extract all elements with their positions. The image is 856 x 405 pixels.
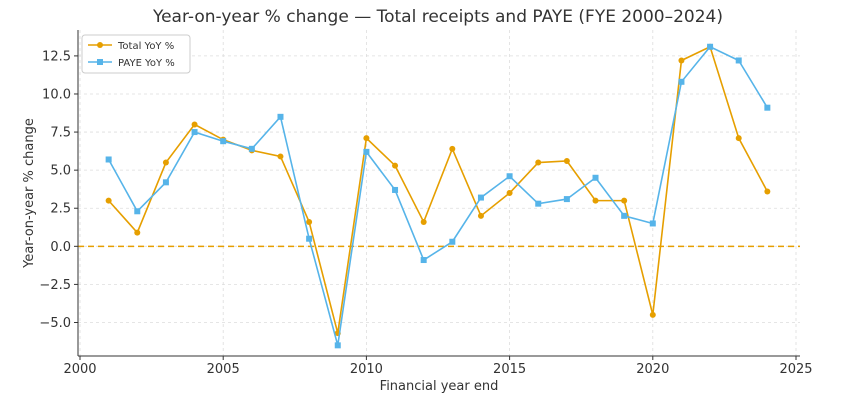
data-point-total	[191, 121, 198, 128]
x-axis-label: Financial year end	[380, 379, 499, 394]
data-point-total	[506, 190, 513, 196]
x-tick-label: 2000	[63, 362, 96, 377]
legend-item-paye: PAYE YoY %	[88, 58, 175, 69]
data-point-paye	[105, 156, 112, 163]
legend-paye-marker	[97, 59, 103, 65]
y-tick-label: −2.5	[39, 278, 71, 293]
data-point-paye	[306, 235, 313, 242]
data-point-total	[105, 197, 112, 204]
x-tick-label: 2025	[779, 362, 812, 377]
data-point-total	[392, 162, 399, 169]
axes-spines	[77, 30, 800, 357]
data-point-total	[678, 57, 685, 64]
data-point-total	[563, 158, 570, 165]
data-point-paye	[535, 200, 542, 207]
y-tick-label: −5.0	[39, 316, 71, 331]
data-point-paye	[735, 57, 742, 64]
data-point-total	[621, 197, 628, 204]
data-point-paye	[392, 186, 399, 193]
data-point-paye	[134, 208, 141, 215]
chart-title: Year-on-year % change — Total receipts a…	[152, 7, 723, 27]
data-point-paye	[363, 148, 370, 155]
data-point-paye	[277, 113, 284, 120]
data-point-total	[134, 229, 141, 236]
data-point-total	[449, 145, 456, 152]
x-tick-label: 2020	[636, 362, 669, 377]
legend-total-marker	[97, 42, 103, 48]
x-tick-label: 2015	[493, 362, 526, 377]
data-point-paye	[162, 179, 169, 186]
y-tick-label: 0.0	[50, 240, 71, 255]
legend: Total YoY % PAYE YoY %	[81, 34, 191, 74]
series-layer	[105, 43, 771, 349]
data-point-paye	[248, 145, 255, 152]
y-axis-label: Year-on-year % change	[22, 118, 37, 269]
data-point-paye	[506, 173, 513, 180]
data-point-paye	[678, 78, 685, 85]
data-point-total	[735, 135, 742, 142]
data-point-total	[420, 218, 427, 225]
plot-area: 2000 2005 2010 2015 2020 2025 −5.0 −2.5 0.0 2.5 5.…	[39, 30, 813, 377]
data-point-paye	[592, 174, 599, 181]
data-point-total	[363, 135, 370, 142]
data-point-total	[162, 159, 169, 166]
data-point-total	[477, 212, 484, 219]
data-point-paye	[220, 138, 227, 145]
legend-paye-label: PAYE YoY %	[118, 58, 175, 69]
data-point-total	[535, 159, 542, 166]
series-line-paye	[107, 45, 769, 346]
data-point-paye	[449, 238, 456, 245]
data-point-total	[277, 153, 284, 160]
data-point-total	[649, 311, 656, 318]
y-tick-label: 2.5	[50, 202, 71, 217]
data-point-paye	[649, 220, 656, 227]
data-point-paye	[563, 196, 570, 203]
data-point-total	[592, 197, 599, 204]
legend-total-label: Total YoY %	[117, 41, 174, 52]
series-line-total	[108, 45, 769, 334]
data-point-paye	[764, 104, 771, 111]
y-tick-label: 7.5	[50, 126, 71, 141]
data-point-paye	[707, 43, 714, 50]
y-tick-label: 12.5	[42, 49, 71, 64]
data-point-paye	[420, 257, 427, 264]
data-point-paye	[334, 342, 341, 349]
y-tick-label: 5.0	[50, 164, 71, 179]
data-point-total	[306, 218, 313, 225]
data-point-paye	[621, 212, 628, 219]
x-tick-label: 2010	[350, 362, 383, 377]
x-tick-label: 2005	[207, 362, 240, 377]
data-point-paye	[477, 194, 484, 201]
y-tick-label: 10.0	[42, 87, 71, 102]
ticks: 2000 2005 2010 2015 2020 2025 −5.0 −2.5 0.0 2.5 5.…	[39, 49, 812, 377]
plot-background	[78, 30, 800, 356]
data-point-paye	[191, 129, 198, 136]
data-point-total	[764, 188, 771, 195]
legend-item-total: Total YoY %	[88, 41, 174, 52]
